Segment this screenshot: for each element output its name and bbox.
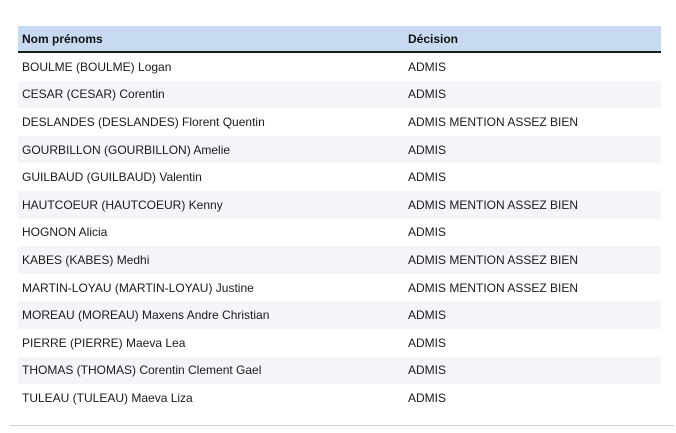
results-table: Nom prénoms Décision BOULME (BOULME) Log… xyxy=(18,26,661,412)
column-header-name: Nom prénoms xyxy=(18,26,404,53)
cell-decision: ADMIS xyxy=(404,301,661,329)
cell-name: CESAR (CESAR) Corentin xyxy=(18,80,404,109)
table-header-row: Nom prénoms Décision xyxy=(18,26,661,53)
table-row: MOREAU (MOREAU) Maxens Andre Christian A… xyxy=(18,301,661,329)
cell-decision: ADMIS xyxy=(404,384,661,412)
cell-decision: ADMIS xyxy=(404,356,661,385)
table-row: GUILBAUD (GUILBAUD) Valentin ADMIS xyxy=(18,163,661,191)
cell-decision: ADMIS xyxy=(404,80,661,109)
table-row: MARTIN-LOYAU (MARTIN-LOYAU) Justine ADMI… xyxy=(18,273,661,302)
cell-name: MARTIN-LOYAU (MARTIN-LOYAU) Justine xyxy=(18,273,404,302)
cell-name: PIERRE (PIERRE) Maeva Lea xyxy=(18,328,404,357)
cell-name: THOMAS (THOMAS) Corentin Clement Gael xyxy=(18,356,404,385)
table-row: DESLANDES (DESLANDES) Florent Quentin AD… xyxy=(18,108,661,136)
table-row: THOMAS (THOMAS) Corentin Clement Gael AD… xyxy=(18,356,661,385)
cell-decision: ADMIS MENTION ASSEZ BIEN xyxy=(404,190,661,219)
table-row: GOURBILLON (GOURBILLON) Amelie ADMIS xyxy=(18,135,661,164)
cell-name: HAUTCOEUR (HAUTCOEUR) Kenny xyxy=(18,190,404,219)
cell-name: GUILBAUD (GUILBAUD) Valentin xyxy=(18,163,404,191)
cell-name: HOGNON Alicia xyxy=(18,218,404,247)
cell-name: KABES (KABES) Medhi xyxy=(18,246,404,274)
cell-name: MOREAU (MOREAU) Maxens Andre Christian xyxy=(18,301,404,329)
cell-decision: ADMIS xyxy=(404,135,661,164)
table-row: BOULME (BOULME) Logan ADMIS xyxy=(18,52,661,81)
table-row: CESAR (CESAR) Corentin ADMIS xyxy=(18,80,661,109)
cell-name: BOULME (BOULME) Logan xyxy=(18,52,404,81)
table-row: TULEAU (TULEAU) Maeva Liza ADMIS xyxy=(18,384,661,412)
cell-decision: ADMIS xyxy=(404,52,661,81)
cell-name: DESLANDES (DESLANDES) Florent Quentin xyxy=(18,108,404,136)
cell-decision: ADMIS xyxy=(404,218,661,247)
bottom-divider xyxy=(10,425,674,426)
table-row: PIERRE (PIERRE) Maeva Lea ADMIS xyxy=(18,328,661,357)
cell-decision: ADMIS MENTION ASSEZ BIEN xyxy=(404,108,661,136)
table-row: KABES (KABES) Medhi ADMIS MENTION ASSEZ … xyxy=(18,246,661,274)
cell-name: GOURBILLON (GOURBILLON) Amelie xyxy=(18,135,404,164)
table-row: HAUTCOEUR (HAUTCOEUR) Kenny ADMIS MENTIO… xyxy=(18,190,661,219)
cell-decision: ADMIS xyxy=(404,328,661,357)
cell-decision: ADMIS MENTION ASSEZ BIEN xyxy=(404,273,661,302)
cell-decision: ADMIS xyxy=(404,163,661,191)
cell-decision: ADMIS MENTION ASSEZ BIEN xyxy=(404,246,661,274)
table-row: HOGNON Alicia ADMIS xyxy=(18,218,661,247)
column-header-decision: Décision xyxy=(404,26,661,53)
cell-name: TULEAU (TULEAU) Maeva Liza xyxy=(18,384,404,412)
